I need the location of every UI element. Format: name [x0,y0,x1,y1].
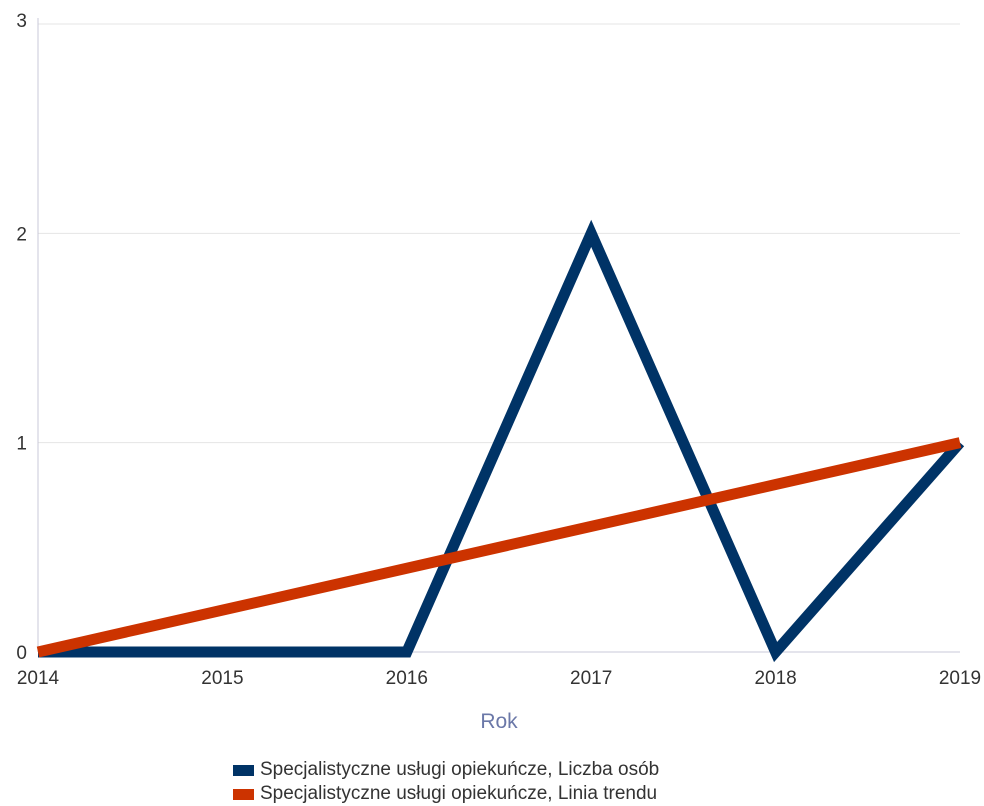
x-tick-label: 2014 [17,668,60,689]
y-tick-label: 2 [16,224,27,245]
legend-label: Specjalistyczne usługi opiekuńcze, Liczb… [260,759,660,780]
x-tick-label: 2019 [939,668,981,689]
legend: Specjalistyczne usługi opiekuńcze, Liczb… [233,758,659,806]
tick-labels: 0 1 2 3 2014 2015 2016 2017 2018 2019 [16,11,981,689]
x-axis-title: Rok [480,710,518,733]
x-tick-label: 2017 [570,668,612,689]
legend-label: Specjalistyczne usługi opiekuńcze, Linia… [260,783,658,804]
series-line-0 [38,219,965,663]
series-lines [36,219,965,663]
series-line-1 [36,437,962,658]
y-tick-label: 0 [16,643,27,664]
legend-swatch [233,764,254,776]
legend-swatch [233,788,254,800]
axes [37,18,960,653]
y-tick-label: 1 [16,434,27,455]
x-tick-label: 2015 [201,668,243,689]
x-tick-label: 2016 [386,668,428,689]
y-tick-label: 3 [16,11,27,32]
x-tick-label: 2018 [754,668,796,689]
legend-item: Specjalistyczne usługi opiekuńcze, Linia… [233,782,659,806]
legend-item: Specjalistyczne usługi opiekuńcze, Liczb… [233,758,659,782]
grid-lines [38,23,960,444]
